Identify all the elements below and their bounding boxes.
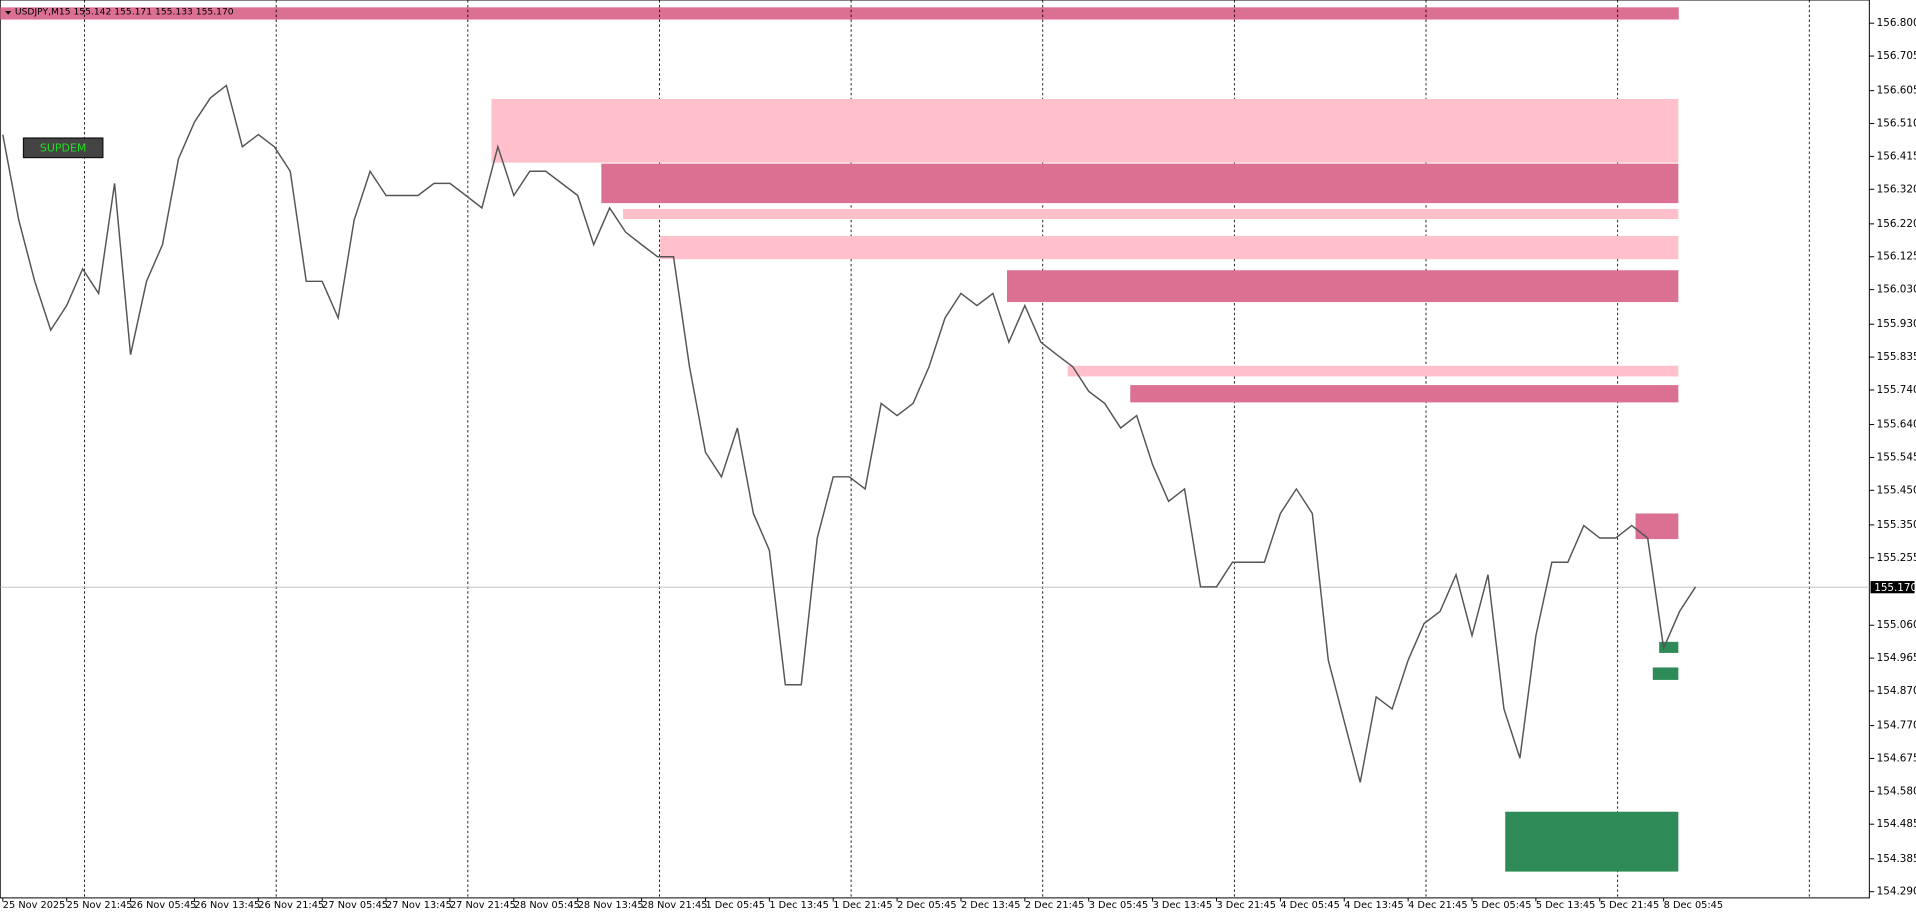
y-tick-label: 156.605 [1877, 85, 1916, 97]
header-strip [0, 7, 1679, 20]
x-tick-label: 26 Nov 05:45 [131, 900, 197, 911]
y-tick-label: 156.415 [1877, 150, 1916, 162]
y-tick-label: 156.320 [1877, 183, 1916, 195]
y-tick-label: 156.800 [1877, 17, 1916, 29]
x-tick-label: 5 Dec 13:45 [1536, 900, 1595, 911]
y-tick-label: 155.255 [1877, 552, 1916, 564]
zone [623, 208, 1679, 220]
x-tick-label: 3 Dec 05:45 [1089, 900, 1148, 911]
zone [1006, 270, 1679, 303]
x-tick-label: 27 Nov 05:45 [322, 900, 388, 911]
plot [0, 0, 1870, 898]
last-price-box [1870, 581, 1915, 594]
zone [1652, 667, 1679, 680]
x-tick-label: 26 Nov 13:45 [194, 900, 260, 911]
x-tick-label: 5 Dec 21:45 [1600, 900, 1659, 911]
y-tick-label: 154.675 [1877, 752, 1916, 764]
zone [601, 163, 1679, 204]
zone [660, 235, 1679, 260]
x-tick-label: 25 Nov 2025 [3, 900, 66, 911]
x-tick-label: 2 Dec 13:45 [961, 900, 1020, 911]
y-tick-label: 154.870 [1877, 685, 1916, 697]
y-tick-label: 155.640 [1877, 419, 1916, 431]
supdem-label[interactable]: SUPDEM [40, 141, 87, 154]
y-tick-label: 156.705 [1877, 50, 1916, 62]
y-tick-label: 156.030 [1877, 284, 1916, 296]
zone [1067, 365, 1679, 377]
x-tick-label: 1 Dec 13:45 [769, 900, 828, 911]
x-tick-label: 8 Dec 05:45 [1664, 900, 1723, 911]
y-tick-label: 154.385 [1877, 853, 1916, 865]
zone [1505, 811, 1679, 872]
x-tick-label: 27 Nov 13:45 [386, 900, 452, 911]
menu-arrow[interactable] [5, 10, 12, 15]
y-tick-label: 154.580 [1877, 785, 1916, 797]
x-tick-label: 4 Dec 05:45 [1280, 900, 1339, 911]
zone [491, 98, 1679, 163]
x-tick-label: 25 Nov 21:45 [67, 900, 133, 911]
price-line [2, 84, 1697, 783]
x-tick-label: 3 Dec 13:45 [1153, 900, 1212, 911]
y-tick-label: 154.965 [1877, 652, 1916, 664]
x-tick-label: 28 Nov 13:45 [578, 900, 644, 911]
x-tick-label: 28 Nov 05:45 [514, 900, 580, 911]
y-tick-label: 156.220 [1877, 218, 1916, 230]
x-tick-label: 5 Dec 05:45 [1472, 900, 1531, 911]
y-tick-label: 155.545 [1877, 451, 1916, 463]
x-tick-label: 3 Dec 21:45 [1216, 900, 1275, 911]
x-tick-label: 2 Dec 21:45 [1025, 900, 1084, 911]
x-tick-label: 26 Nov 21:45 [258, 900, 324, 911]
y-tick-label: 155.060 [1877, 619, 1916, 631]
y-tick-label: 156.510 [1877, 118, 1916, 130]
x-tick-label: 2 Dec 05:45 [897, 900, 956, 911]
y-tick-label: 155.450 [1877, 484, 1916, 496]
y-tick-label: 155.740 [1877, 384, 1916, 396]
x-tick-label: 1 Dec 21:45 [833, 900, 892, 911]
y-tick-label: 155.835 [1877, 351, 1916, 363]
zone [1130, 385, 1679, 403]
last-price-label: 155.170 [1874, 582, 1916, 594]
supdem-button[interactable] [22, 137, 104, 159]
zone [1659, 641, 1679, 653]
chart-title: USDJPY,M15 155.142 155.171 155.133 155.1… [15, 7, 234, 18]
x-tick-label: 1 Dec 05:45 [705, 900, 764, 911]
x-tick-label: 28 Nov 21:45 [642, 900, 708, 911]
y-tick-label: 154.290 [1877, 886, 1916, 898]
zone [1635, 513, 1679, 540]
y-tick-label: 154.770 [1877, 720, 1916, 732]
y-tick-label: 155.350 [1877, 519, 1916, 531]
y-tick-label: 156.125 [1877, 251, 1916, 263]
x-tick-label: 4 Dec 13:45 [1344, 900, 1403, 911]
x-tick-label: 4 Dec 21:45 [1408, 900, 1467, 911]
y-tick-label: 154.485 [1877, 818, 1916, 830]
x-tick-label: 27 Nov 21:45 [450, 900, 516, 911]
y-tick-label: 155.930 [1877, 318, 1916, 330]
